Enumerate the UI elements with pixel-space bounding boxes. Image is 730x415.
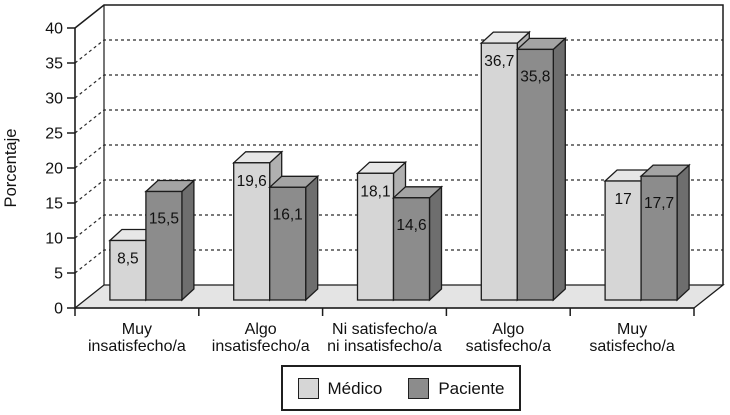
wall-top-right-edge <box>74 4 724 285</box>
y-tick-label-25: 25 <box>45 126 63 143</box>
chart-canvas: 8,5 15,5 19,6 16,1 18,1 14,6 36,7 35,8 17 17,7 0 5 1… <box>2 4 725 355</box>
bar-front-face <box>109 239 147 301</box>
x-category-label-muy-insatisfecho-a: Muy insatisfecho/a <box>88 321 186 355</box>
bar-front-face <box>145 190 183 301</box>
y-tick-label-40: 40 <box>45 21 63 38</box>
bar-paciente-algo-satisfecho-a: 35,8 <box>515 36 567 302</box>
bar-front-face <box>516 48 554 301</box>
legend-swatch-medico <box>297 377 319 399</box>
bar-paciente-ni-satisfecho-a-ni-insatisfecho-a: 14,6 <box>391 185 444 302</box>
bar-value-label: 35,8 <box>520 68 550 85</box>
y-tick-label-30: 30 <box>45 91 63 108</box>
bar-value-label: 8,5 <box>117 251 139 268</box>
bar-side-face <box>676 163 690 302</box>
bar-value-label: 14,6 <box>396 217 426 234</box>
x-category-label-muy-satisfecho-a: Muy satisfecho/a <box>589 321 674 355</box>
bar-value-label: 15,5 <box>149 211 179 228</box>
bar-front-face <box>480 42 518 301</box>
legend-swatch-paciente <box>408 377 430 399</box>
legend-label-medico: Médico <box>327 378 383 398</box>
x-category-label-algo-satisfecho-a: Algo satisfecho/a <box>466 321 551 355</box>
x-category-label-ni-satisfecho-a-ni-insatisfecho-a: Ni satisfecho/a ni insatisfecho/a <box>327 321 442 355</box>
bar-paciente-algo-insatisfecho-a: 16,1 <box>268 174 320 302</box>
y-tick-label-5: 5 <box>54 266 63 283</box>
y-tick-label-35: 35 <box>45 56 63 73</box>
bar-paciente-muy-satisfecho-a: 17,7 <box>639 163 691 302</box>
y-tick-label-10: 10 <box>45 231 63 248</box>
bar-front-face <box>640 175 678 301</box>
bar-front-face <box>269 186 307 301</box>
bar-value-label: 17,7 <box>644 195 674 212</box>
bar-front-face <box>604 180 642 301</box>
y-axis-title: Porcentaje <box>2 129 20 208</box>
bar-side-face <box>305 174 319 302</box>
bar-value-label: 36,7 <box>484 53 514 70</box>
bar-medico-muy-insatisfecho-a: 8,5 <box>108 228 160 302</box>
bar-value-label: 18,1 <box>360 183 390 200</box>
bar-value-label: 17 <box>614 191 631 208</box>
bar-value-label: 16,1 <box>273 206 303 223</box>
y-tick-label-15: 15 <box>45 196 63 213</box>
bar-side-face <box>181 179 195 302</box>
x-category-label-algo-insatisfecho-a: Algo insatisfecho/a <box>212 321 310 355</box>
gridline-25 <box>74 109 723 134</box>
gridline-35 <box>74 39 723 64</box>
bar-side-face <box>552 36 566 302</box>
bar-side-face <box>428 185 443 302</box>
bar-front-face <box>392 197 431 301</box>
bar-value-label: 19,6 <box>237 173 267 190</box>
y-tick-label-0: 0 <box>54 301 63 318</box>
bar-front-face <box>356 172 395 301</box>
bar-paciente-muy-insatisfecho-a: 15,5 <box>144 179 196 302</box>
legend-label-paciente: Paciente <box>438 378 505 398</box>
gridline-30 <box>74 74 723 99</box>
chart-legend: Médico Paciente <box>281 365 521 411</box>
y-tick-label-20: 20 <box>45 161 63 178</box>
